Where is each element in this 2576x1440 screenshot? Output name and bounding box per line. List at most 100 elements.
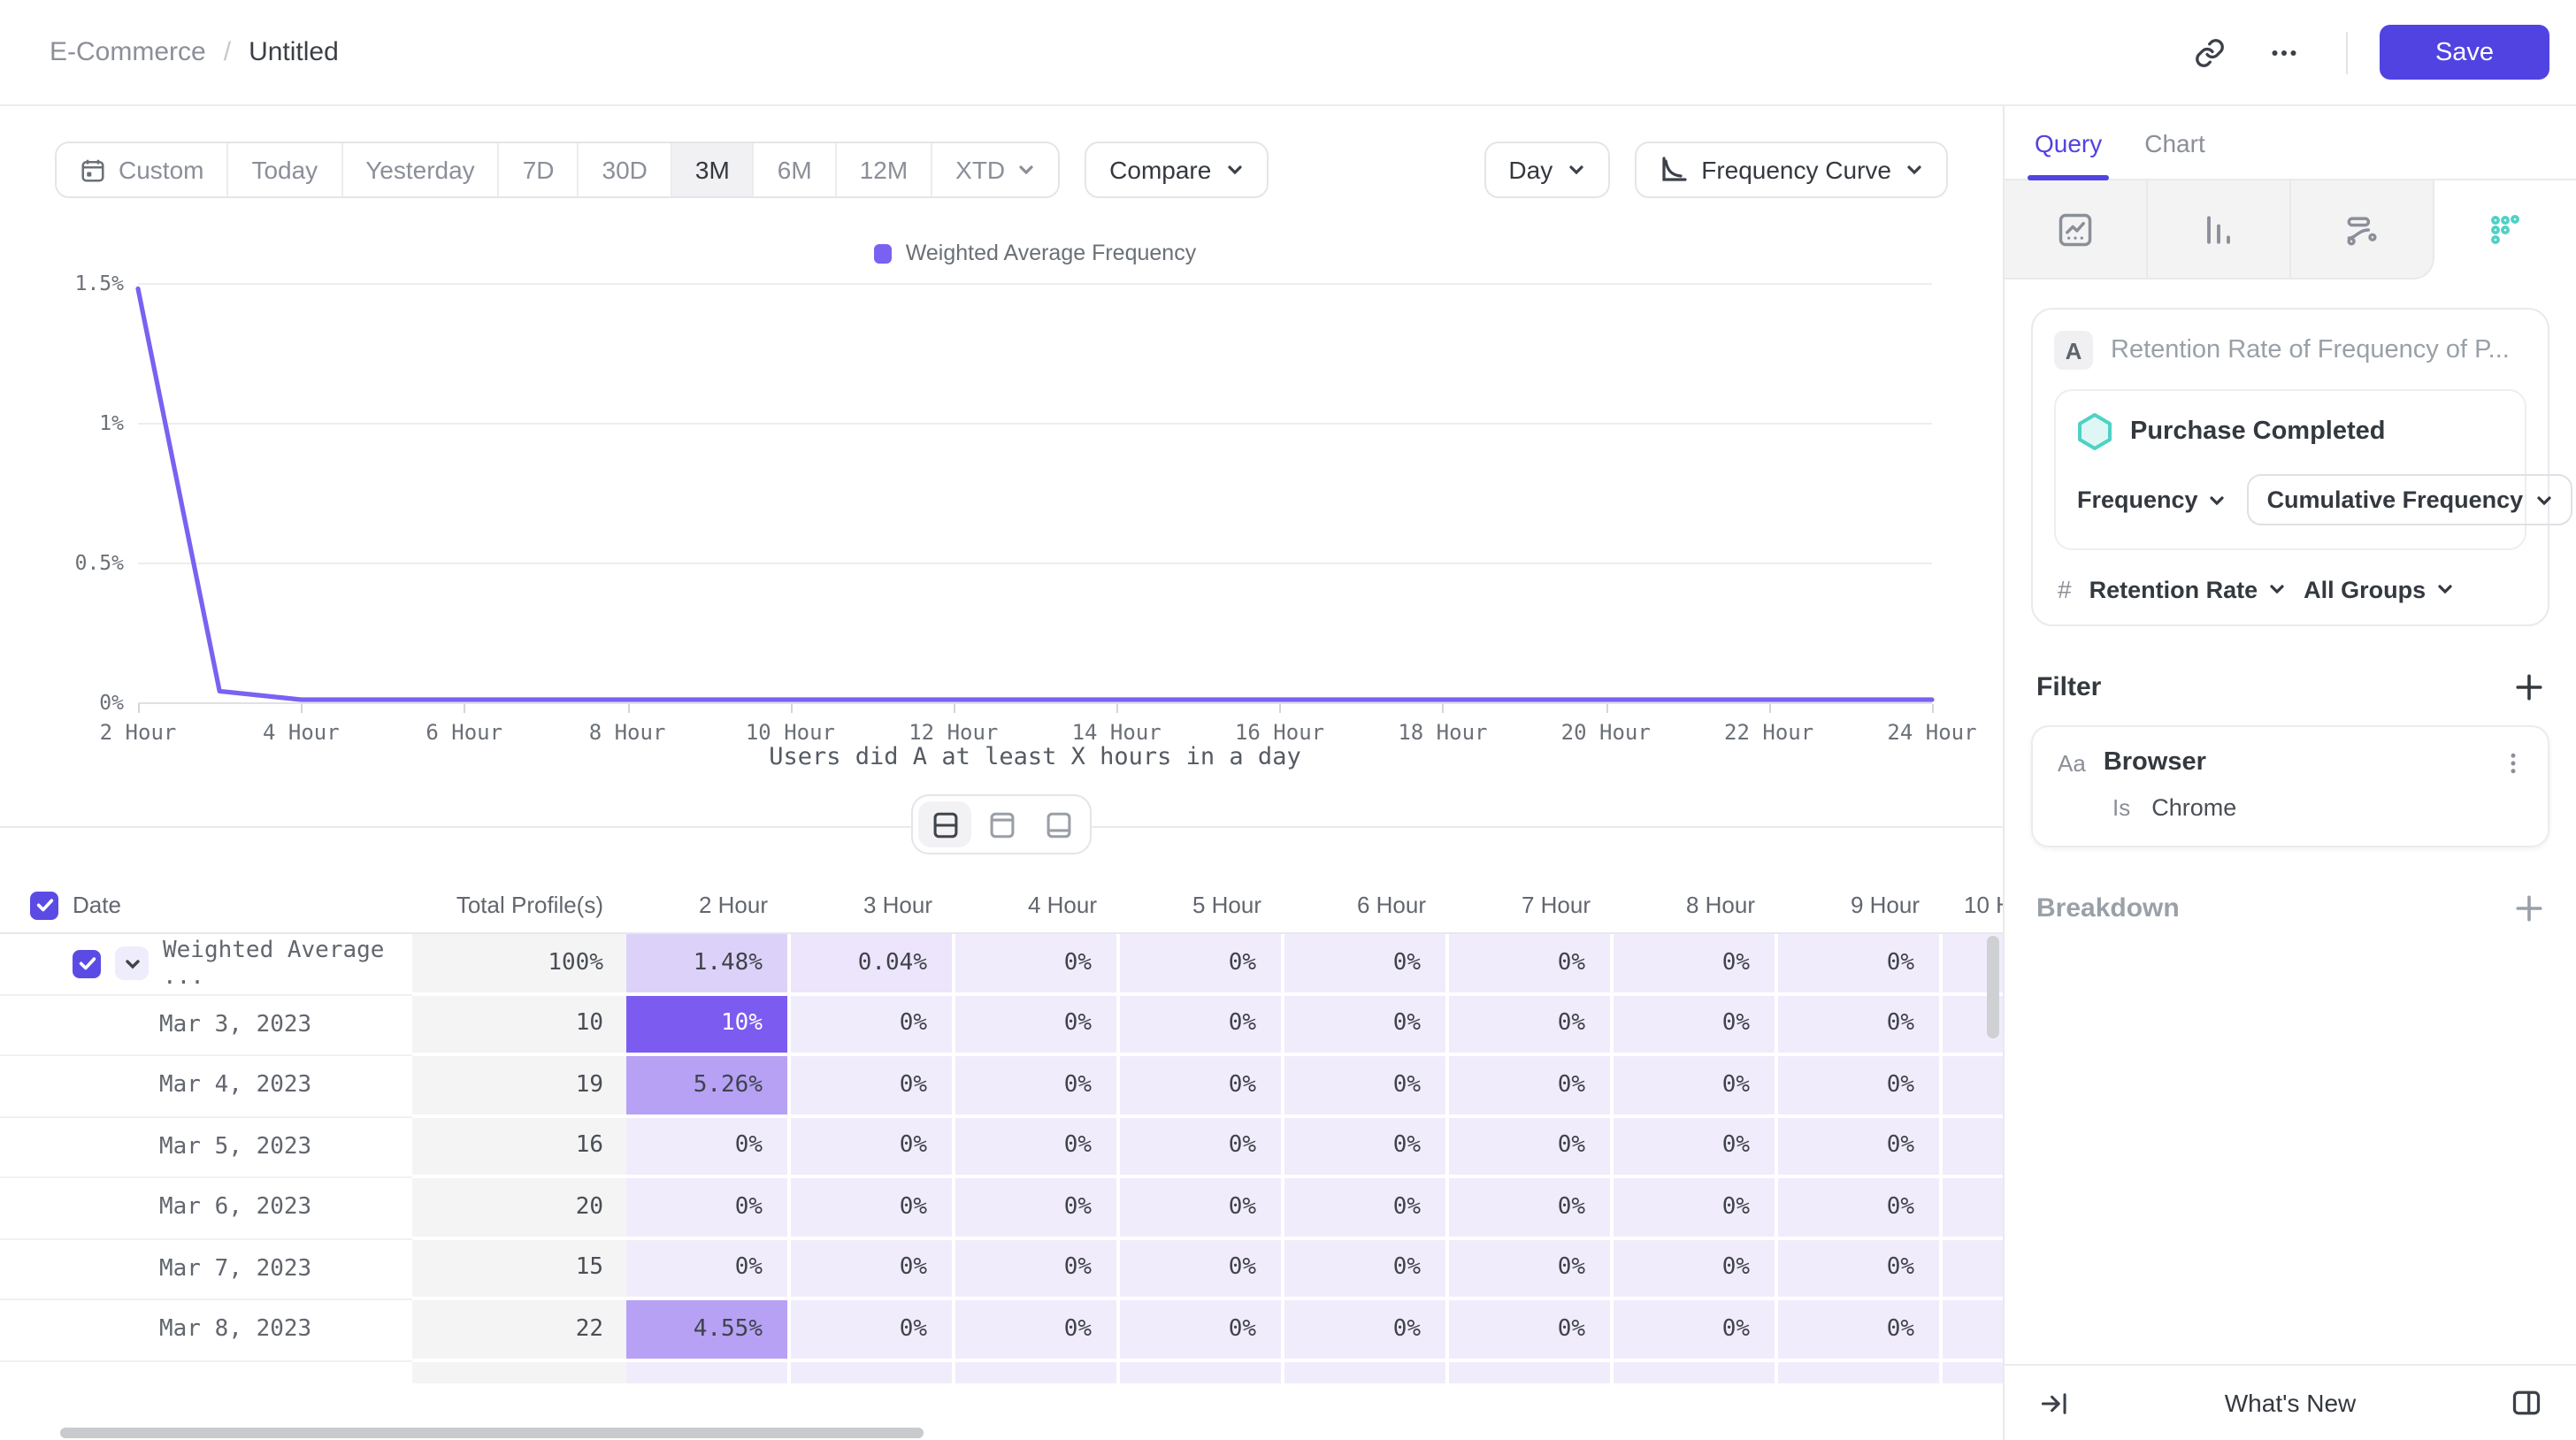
panel-tab-query[interactable]: Query <box>2027 106 2110 180</box>
retention-value-cell[interactable]: 0% <box>1120 995 1284 1056</box>
retention-value-cell[interactable]: 0% <box>791 1178 955 1239</box>
retention-value-cell[interactable]: 0% <box>955 934 1120 995</box>
vertical-scrollbar[interactable] <box>1987 936 1999 1038</box>
retention-value-cell[interactable]: 0% <box>1449 995 1614 1056</box>
report-type-funnels[interactable] <box>2148 180 2291 280</box>
retention-value-cell[interactable]: 0% <box>1778 1117 1943 1178</box>
compare-button[interactable]: Compare <box>1085 142 1269 198</box>
retention-value-cell[interactable]: 0% <box>791 1117 955 1178</box>
filter-card[interactable]: Aa Browser Is Chrome <box>2031 725 2549 847</box>
retention-value-cell[interactable]: 4.55% <box>626 1300 791 1361</box>
retention-value-cell[interactable]: 0% <box>1284 1117 1449 1178</box>
date-range-custom[interactable]: Custom <box>57 143 229 196</box>
column-header[interactable]: 8 Hour <box>1614 877 1778 934</box>
toggle-side-panel-button[interactable] <box>2502 1378 2551 1428</box>
table-row-label[interactable]: Weighted Average ... <box>0 934 412 995</box>
retention-value-cell[interactable]: 0% <box>791 1239 955 1300</box>
date-range-6m[interactable]: 6M <box>754 143 837 196</box>
retention-value-cell[interactable]: 0% <box>791 1056 955 1117</box>
retention-value-cell[interactable]: 0% <box>1284 934 1449 995</box>
retention-value-cell[interactable]: 0% <box>1284 1056 1449 1117</box>
column-header[interactable]: 4 Hour <box>955 877 1120 934</box>
date-range-today[interactable]: Today <box>228 143 343 196</box>
retention-value-cell[interactable]: 0% <box>1614 1300 1778 1361</box>
filter-operator[interactable]: Is <box>2112 794 2131 821</box>
column-header[interactable]: 2 Hour <box>626 877 791 934</box>
retention-value-cell[interactable]: 0% <box>1778 1178 1943 1239</box>
breadcrumb-page-title[interactable]: Untitled <box>249 37 339 67</box>
groups-dropdown[interactable]: All Groups <box>2304 576 2454 602</box>
retention-value-cell[interactable]: 0% <box>1943 1117 2003 1178</box>
share-link-button[interactable] <box>2180 22 2240 82</box>
retention-value-cell[interactable]: 0% <box>1284 1178 1449 1239</box>
report-type-insights[interactable] <box>2005 180 2148 280</box>
retention-value-cell[interactable]: 0% <box>626 1239 791 1300</box>
retention-value-cell[interactable]: 0% <box>1778 934 1943 995</box>
select-all-checkbox[interactable] <box>30 891 58 919</box>
retention-value-cell[interactable]: 0.04% <box>791 934 955 995</box>
table-row-label[interactable]: Mar 5, 2023 <box>0 1117 412 1178</box>
retention-value-cell[interactable]: 5.26% <box>626 1056 791 1117</box>
retention-value-cell[interactable] <box>1284 1361 1449 1386</box>
retention-value-cell[interactable]: 0% <box>1449 934 1614 995</box>
collapse-panel-button[interactable] <box>2029 1378 2079 1428</box>
retention-value-cell[interactable]: 0% <box>1120 1300 1284 1361</box>
cumulative-frequency-dropdown[interactable]: Cumulative Frequency <box>2247 474 2573 525</box>
add-filter-button[interactable] <box>2514 672 2544 702</box>
retention-value-cell[interactable]: 0% <box>955 1056 1120 1117</box>
date-range-12m[interactable]: 12M <box>836 143 933 196</box>
date-range-3m[interactable]: 3M <box>671 143 755 196</box>
retention-value-cell[interactable]: 0% <box>1943 1300 2003 1361</box>
column-header[interactable]: Date <box>0 877 412 934</box>
retention-value-cell[interactable]: 0% <box>955 1300 1120 1361</box>
report-type-retention[interactable] <box>2434 180 2576 280</box>
column-header[interactable]: 10 Hour <box>1943 877 2003 934</box>
retention-value-cell[interactable]: 0% <box>1614 1178 1778 1239</box>
add-breakdown-button[interactable] <box>2514 893 2544 923</box>
date-range-30d[interactable]: 30D <box>579 143 672 196</box>
panel-tab-chart[interactable]: Chart <box>2144 128 2205 157</box>
column-header[interactable]: 3 Hour <box>791 877 955 934</box>
filter-value[interactable]: Chrome <box>2151 794 2237 821</box>
frequency-dropdown[interactable]: Frequency <box>2077 486 2227 513</box>
retention-value-cell[interactable] <box>626 1361 791 1386</box>
retention-value-cell[interactable] <box>1614 1361 1778 1386</box>
table-row-label[interactable]: Mar 8, 2023 <box>0 1300 412 1361</box>
retention-value-cell[interactable]: 0% <box>1614 1056 1778 1117</box>
breadcrumb-project[interactable]: E-Commerce <box>50 37 206 67</box>
table-row-label[interactable] <box>0 1361 412 1386</box>
more-options-button[interactable] <box>2254 22 2314 82</box>
retention-value-cell[interactable]: 0% <box>1449 1117 1614 1178</box>
retention-value-cell[interactable] <box>1120 1361 1284 1386</box>
retention-value-cell[interactable]: 0% <box>626 1178 791 1239</box>
retention-value-cell[interactable]: 0% <box>1449 1300 1614 1361</box>
granularity-button[interactable]: Day <box>1484 142 1610 198</box>
retention-value-cell[interactable]: 0% <box>1120 1239 1284 1300</box>
retention-value-cell[interactable]: 0% <box>1943 1239 2003 1300</box>
horizontal-scrollbar[interactable] <box>60 1428 924 1438</box>
event-card[interactable]: Purchase Completed Frequency Cumulative … <box>2054 389 2573 550</box>
retention-value-cell[interactable]: 0% <box>1284 1239 1449 1300</box>
row-checkbox[interactable] <box>73 949 101 978</box>
retention-value-cell[interactable] <box>1778 1361 1943 1386</box>
table-row-label[interactable]: Mar 6, 2023 <box>0 1178 412 1239</box>
filter-property[interactable]: Browser <box>2103 748 2206 777</box>
retention-value-cell[interactable]: 0% <box>1778 1239 1943 1300</box>
column-header[interactable]: 6 Hour <box>1284 877 1449 934</box>
filter-menu-button[interactable] <box>2500 749 2526 776</box>
retention-value-cell[interactable]: 10% <box>626 995 791 1056</box>
measure-dropdown[interactable]: Retention Rate <box>2089 576 2287 602</box>
retention-value-cell[interactable]: 0% <box>1449 1178 1614 1239</box>
retention-value-cell[interactable]: 0% <box>626 1117 791 1178</box>
date-range-7d[interactable]: 7D <box>499 143 579 196</box>
column-header[interactable]: 9 Hour <box>1778 877 1943 934</box>
expand-row-button[interactable] <box>115 946 149 981</box>
chart-type-button[interactable]: Frequency Curve <box>1634 142 1948 198</box>
retention-value-cell[interactable]: 0% <box>1614 1239 1778 1300</box>
layout-toggle-table-top-icon[interactable] <box>975 801 1028 847</box>
retention-value-cell[interactable]: 0% <box>1614 995 1778 1056</box>
date-range-xtd[interactable]: XTD <box>932 143 1059 196</box>
retention-value-cell[interactable]: 0% <box>1120 934 1284 995</box>
whats-new-link[interactable]: What's New <box>2224 1389 2357 1417</box>
save-button[interactable]: Save <box>2380 25 2549 80</box>
